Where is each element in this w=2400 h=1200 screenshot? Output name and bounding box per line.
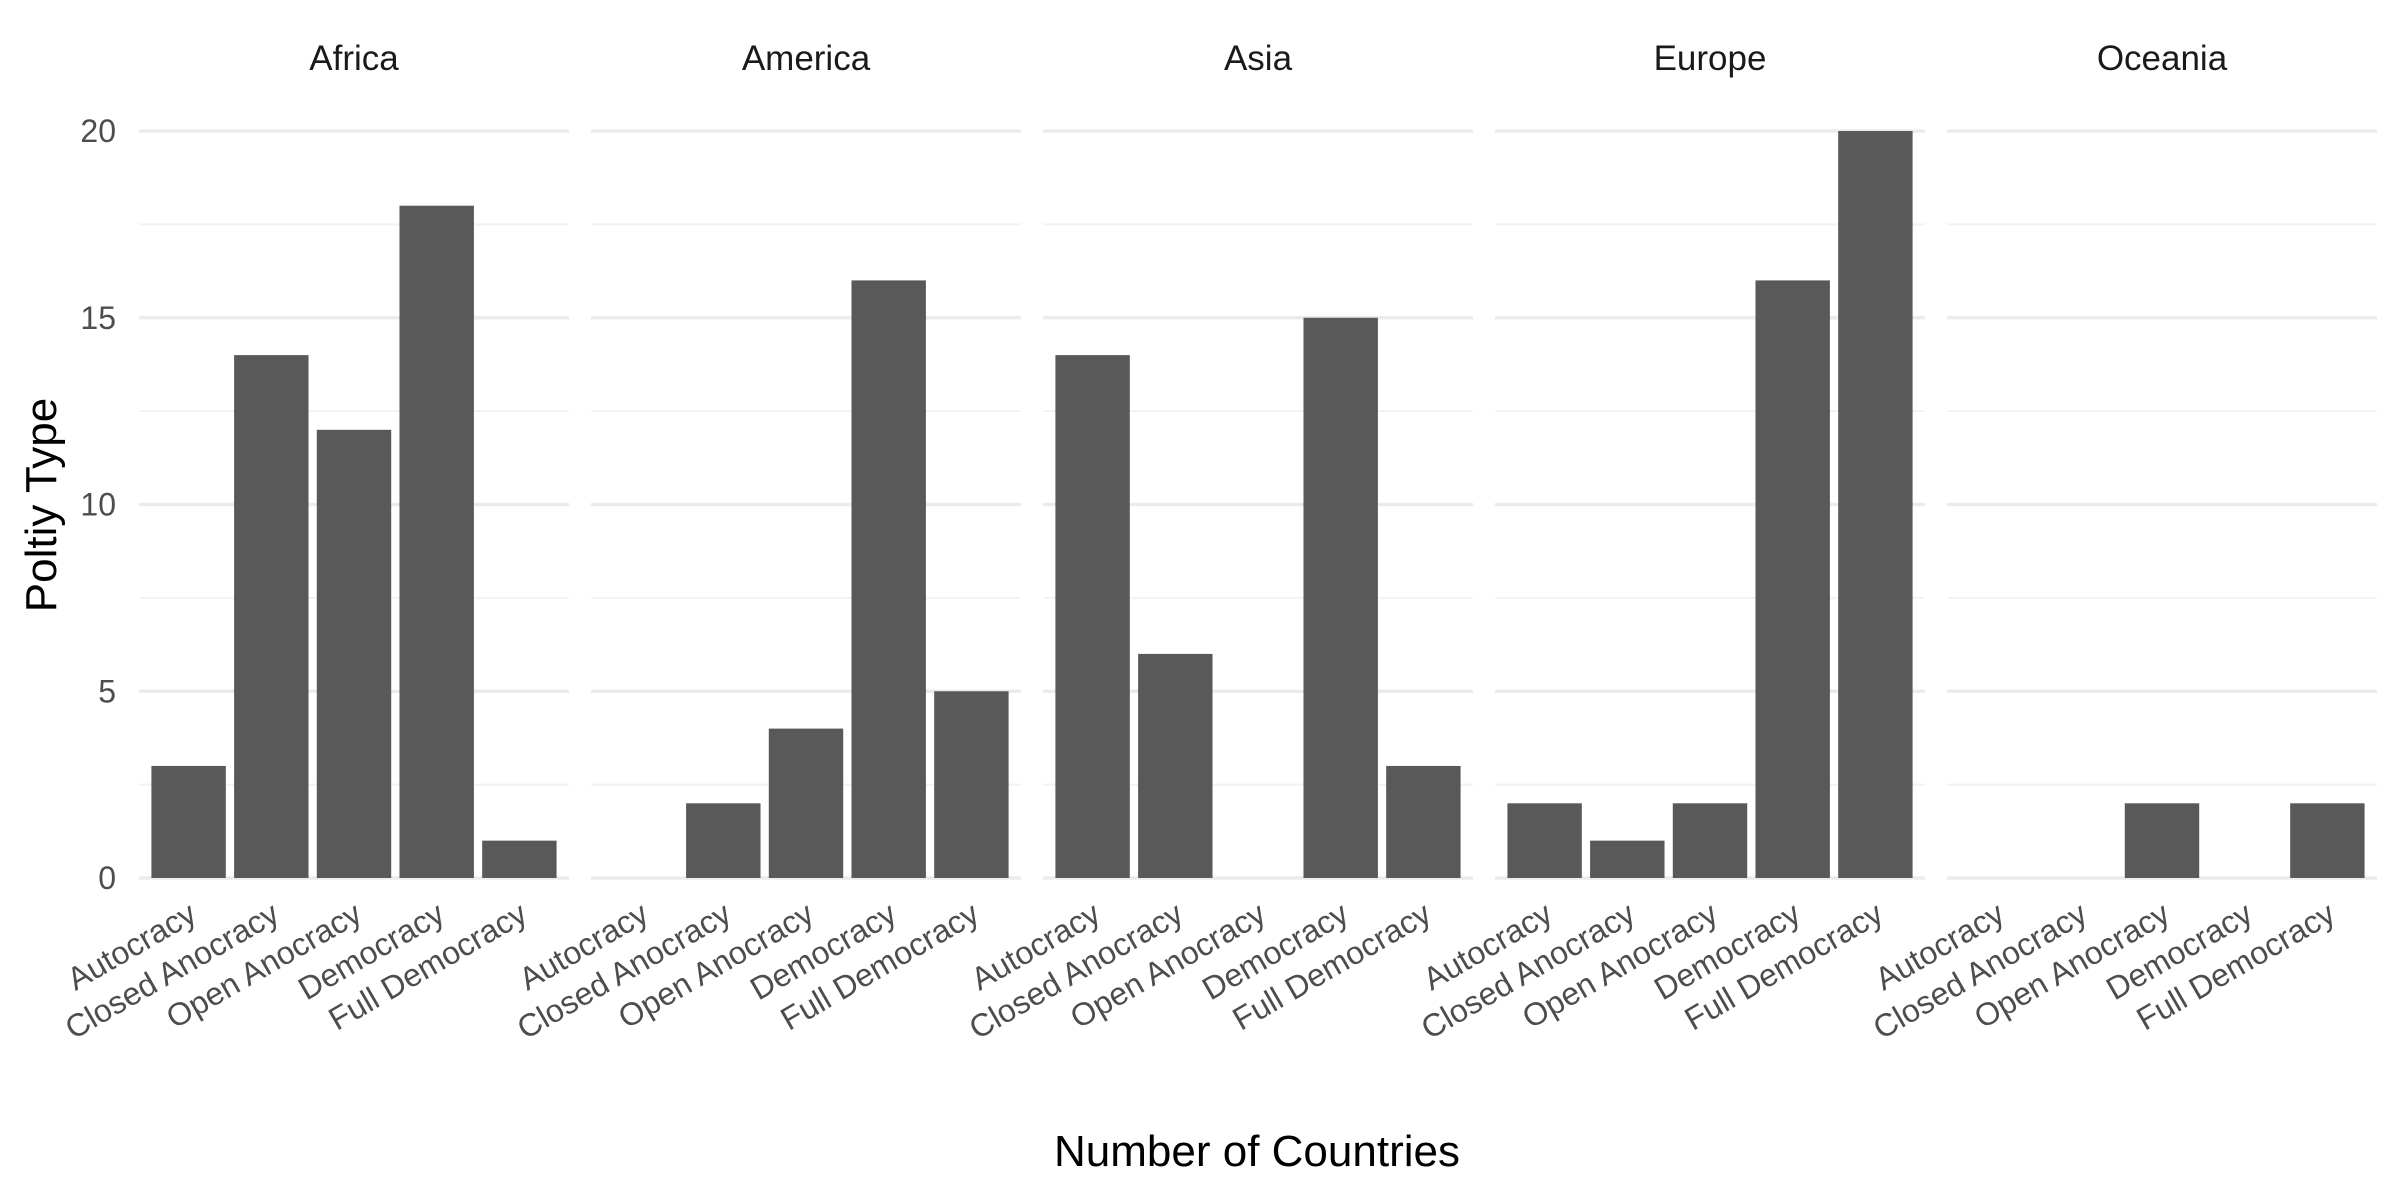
y-tick-label: 15 <box>80 300 116 336</box>
facet-title-asia: Asia <box>1224 39 1293 78</box>
y-tick-label: 20 <box>80 113 116 149</box>
bar-africa-open-anocracy <box>316 429 392 878</box>
bar-europe-closed-anocracy <box>1590 840 1665 878</box>
bars-layer <box>151 131 2365 879</box>
y-tick-label: 10 <box>80 487 116 523</box>
bar-america-democracy <box>851 280 926 878</box>
bar-asia-full-democracy <box>1386 765 1461 878</box>
bar-oceania-open-anocracy <box>2124 803 2200 878</box>
bar-asia-autocracy <box>1055 355 1130 879</box>
grid-layer <box>139 129 2377 880</box>
bar-america-full-democracy <box>934 691 1009 878</box>
bar-europe-full-democracy <box>1838 131 1913 878</box>
x-axis-title: Number of Countries <box>1054 1127 1460 1176</box>
facet-title-africa: Africa <box>309 39 399 78</box>
facet-title-america: America <box>742 39 871 78</box>
bar-africa-autocracy <box>151 765 226 878</box>
y-tick-label: 0 <box>98 860 116 896</box>
bar-asia-democracy <box>1303 317 1378 878</box>
bar-europe-democracy <box>1755 280 1830 878</box>
facet-panel-oceania <box>1947 129 2377 880</box>
bar-oceania-full-democracy <box>2290 803 2365 878</box>
bar-europe-autocracy <box>1507 803 1582 878</box>
bar-europe-open-anocracy <box>1672 803 1748 878</box>
y-tick-label: 5 <box>98 673 116 709</box>
y-axis-title: Poltiy Type <box>17 398 66 612</box>
bar-america-closed-anocracy <box>686 803 761 878</box>
bar-america-open-anocracy <box>768 728 844 878</box>
facet-title-oceania: Oceania <box>2097 39 2228 78</box>
bar-asia-closed-anocracy <box>1138 653 1213 878</box>
facet-title-europe: Europe <box>1654 39 1767 78</box>
bar-africa-closed-anocracy <box>234 355 309 879</box>
bar-africa-democracy <box>399 205 474 878</box>
bar-africa-full-democracy <box>482 840 557 878</box>
